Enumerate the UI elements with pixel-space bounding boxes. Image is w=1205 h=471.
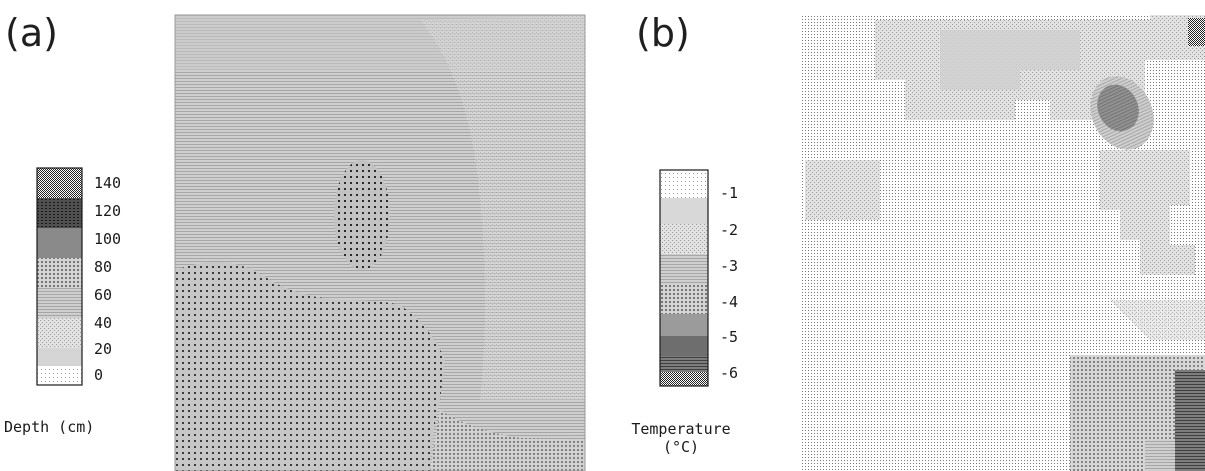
colorbar-b xyxy=(659,169,709,387)
colorbar-a-tick: 120 xyxy=(94,202,122,220)
colorbar-a-tick: 40 xyxy=(94,314,113,332)
colorbar-a-title: Depth (cm) xyxy=(4,418,95,436)
colorbar-b-tick: -2 xyxy=(720,221,739,239)
colorbar-a-tick: 60 xyxy=(94,286,113,304)
colorbar-b-tick: -1 xyxy=(720,184,739,202)
colorbar-a-tick: 140 xyxy=(94,174,122,192)
colorbar-a xyxy=(36,167,83,386)
heatmap-b xyxy=(800,15,1205,471)
colorbar-b-tick: -4 xyxy=(720,293,739,311)
colorbar-b-tick: -3 xyxy=(720,257,739,275)
colorbar-b-title-line2: (°C) xyxy=(662,438,700,456)
colorbar-a-tick: 20 xyxy=(94,340,113,358)
colorbar-b-title-line1: Temperature xyxy=(631,420,731,438)
colorbar-a-tick: 0 xyxy=(94,366,104,384)
panel-letter-b: (b) xyxy=(636,11,690,55)
panel-letter-a: (a) xyxy=(5,11,58,55)
colorbar-b-tick: -6 xyxy=(720,364,739,382)
colorbar-b-tick: -5 xyxy=(720,328,739,346)
heatmap-a xyxy=(174,14,586,471)
colorbar-a-tick: 80 xyxy=(94,258,113,276)
colorbar-b-title: Temperature (°C) xyxy=(606,420,756,456)
colorbar-a-tick: 100 xyxy=(94,230,122,248)
